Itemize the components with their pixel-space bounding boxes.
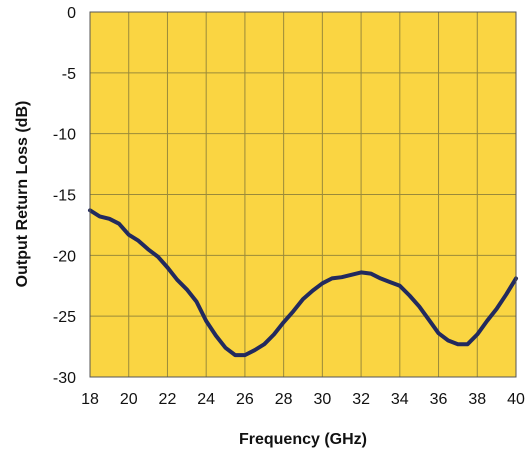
y-tick-label: -20 bbox=[53, 248, 76, 265]
x-tick-label: 18 bbox=[81, 391, 99, 408]
x-tick-label: 26 bbox=[236, 391, 254, 408]
x-tick-label: 22 bbox=[159, 391, 177, 408]
x-tick-label: 28 bbox=[275, 391, 293, 408]
x-tick-label: 36 bbox=[430, 391, 448, 408]
plot-frame bbox=[89, 11, 517, 378]
x-axis-ticks: 18 20 22 24 26 28 30 32 34 36 38 40 bbox=[81, 391, 525, 408]
y-axis-ticks: 0 -5 -10 -15 -20 -25 -30 bbox=[53, 5, 76, 387]
y-tick-label: -10 bbox=[53, 127, 76, 144]
x-tick-label: 32 bbox=[352, 391, 370, 408]
x-tick-label: 34 bbox=[391, 391, 409, 408]
x-axis-title: Frequency (GHz) bbox=[239, 431, 367, 448]
y-axis-title: Output Return Loss (dB) bbox=[14, 101, 31, 288]
x-tick-label: 20 bbox=[120, 391, 138, 408]
y-tick-label: -5 bbox=[62, 66, 76, 83]
y-tick-label: -30 bbox=[53, 370, 76, 387]
y-tick-label: -25 bbox=[53, 309, 76, 326]
y-tick-label: -15 bbox=[53, 188, 76, 205]
x-tick-label: 30 bbox=[313, 391, 331, 408]
y-tick-label: 0 bbox=[67, 5, 76, 22]
series-lines bbox=[88, 208, 518, 358]
x-tick-label: 40 bbox=[507, 391, 525, 408]
x-tick-label: 24 bbox=[197, 391, 215, 408]
return-loss-line bbox=[88, 208, 518, 358]
x-tick-label: 38 bbox=[468, 391, 486, 408]
grid-lines bbox=[90, 12, 516, 377]
